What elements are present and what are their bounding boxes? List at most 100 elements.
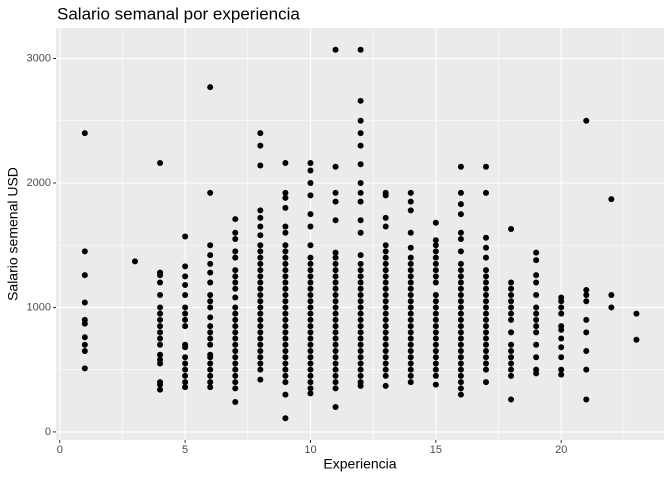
point [432,237,439,244]
point [357,291,364,298]
point [432,273,439,280]
y-tick-label: 3000 [27,52,51,64]
point [81,299,88,306]
point [257,366,264,373]
point [282,267,289,274]
point [357,354,364,361]
point [407,310,414,317]
point [382,382,389,389]
point [157,310,164,317]
point [307,360,314,367]
point [457,316,464,323]
point [482,291,489,298]
point [432,279,439,286]
point [307,285,314,292]
point [282,372,289,379]
point [533,257,540,264]
point [382,192,389,199]
point [307,379,314,386]
point [157,279,164,286]
point [357,130,364,137]
point [81,334,88,341]
point [407,354,414,361]
point [382,254,389,261]
point [457,273,464,280]
point [182,354,189,361]
x-tick-label: 0 [57,444,63,456]
point [257,260,264,267]
point [332,329,339,336]
point [332,348,339,355]
point [282,415,289,422]
point [182,291,189,298]
point [307,260,314,267]
point [382,341,389,348]
point [282,260,289,267]
point [257,348,264,355]
point [257,291,264,298]
point [182,310,189,317]
point [533,329,540,336]
point [482,163,489,170]
point [558,326,565,333]
point [257,376,264,383]
point [357,179,364,186]
point [232,310,239,317]
point [332,404,339,411]
point [232,366,239,373]
point [508,396,515,403]
point [332,260,339,267]
point [457,323,464,330]
point [357,198,364,205]
point [407,285,414,292]
point [257,341,264,348]
point [407,198,414,205]
point [382,273,389,280]
point [432,310,439,317]
point [182,233,189,240]
point [508,341,515,348]
point [432,267,439,274]
point [282,366,289,373]
point [508,354,515,361]
point [357,279,364,286]
point [332,46,339,53]
point [207,269,214,276]
point [633,336,640,343]
point [407,207,414,214]
point [307,366,314,373]
point [357,348,364,355]
point [81,248,88,255]
point [282,254,289,261]
point [307,211,314,218]
point [482,323,489,330]
point [482,285,489,292]
point [207,354,214,361]
point [457,304,464,311]
point [407,229,414,236]
point [432,329,439,336]
point [357,229,364,236]
point [482,366,489,373]
point [232,248,239,255]
point [407,366,414,373]
point [307,267,314,274]
point [382,360,389,367]
point [307,192,314,199]
point [508,316,515,323]
point [282,348,289,355]
point [232,285,239,292]
point [357,329,364,336]
point [382,316,389,323]
point [307,298,314,305]
point [382,348,389,355]
point [432,304,439,311]
point [407,254,414,261]
point [282,194,289,201]
point [282,360,289,367]
point [457,235,464,242]
point [232,235,239,242]
point [207,335,214,342]
point [357,117,364,124]
point [432,360,439,367]
